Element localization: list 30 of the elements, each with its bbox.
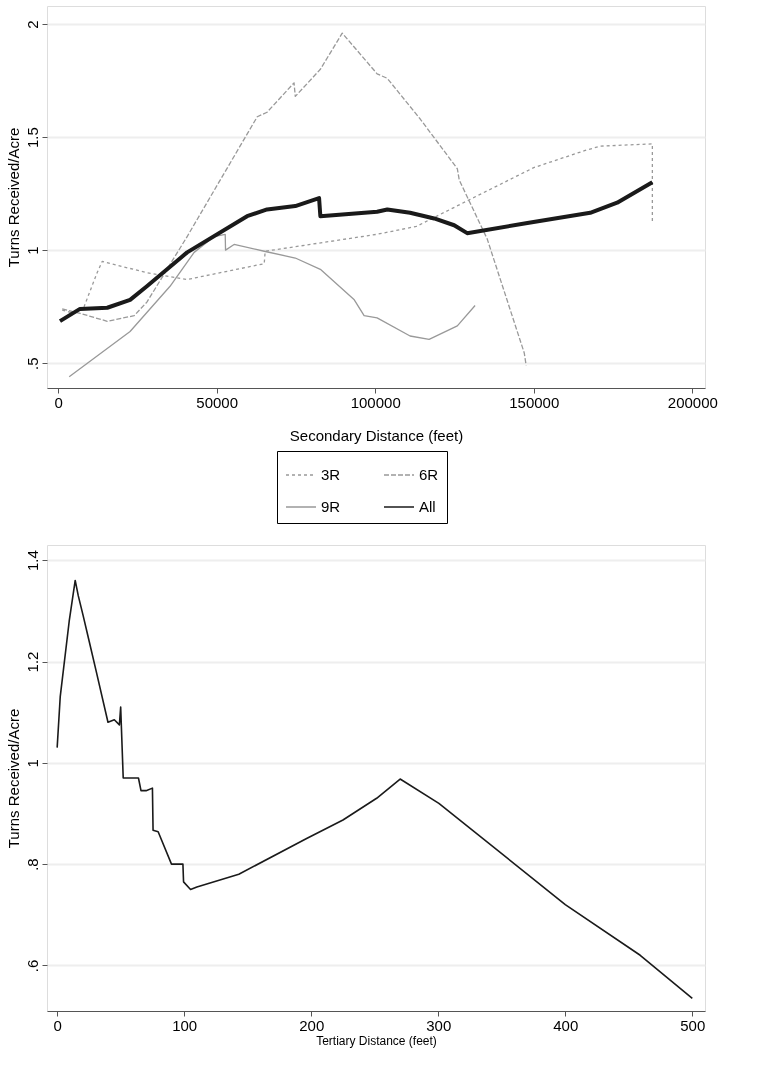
x-tick-label: 400: [553, 1016, 579, 1034]
legend-label: 3R: [321, 466, 341, 483]
line-series: [56, 579, 694, 1000]
y-axis-title: Turns Received/Acre: [4, 127, 22, 268]
y-tick-label: 1: [23, 759, 41, 768]
y-tick-label: 1: [23, 246, 41, 255]
x-tick-label: 0: [53, 1016, 62, 1034]
y-tick-label: .8: [23, 858, 41, 871]
y-axis-title: Turns Received/Acre: [4, 708, 22, 849]
x-tick-label: 200: [299, 1016, 325, 1034]
x-tick-label: 500: [680, 1016, 706, 1034]
legend-label: All: [419, 498, 436, 515]
x-axis-title: Secondary Distance (feet): [289, 426, 464, 444]
x-tick-label: 0: [54, 393, 63, 411]
x-tick-label: 200000: [667, 393, 718, 411]
x-tick-label: 100: [172, 1016, 198, 1034]
x-axis-title: Tertiary Distance (feet): [316, 1033, 437, 1048]
x-tick-label: 50000: [196, 393, 239, 411]
legend-label: 9R: [321, 498, 341, 515]
y-tick-label: 1.2: [23, 651, 41, 673]
x-tick-label: 100000: [350, 393, 401, 411]
y-tick-label: 1.4: [23, 550, 41, 572]
line-series: [58, 180, 655, 324]
y-tick-label: 1.5: [23, 127, 41, 149]
legend-label: 6R: [419, 466, 439, 483]
y-tick-label: 2: [23, 20, 41, 29]
y-tick-label: .6: [23, 959, 41, 973]
x-tick-label: 150000: [509, 393, 560, 411]
y-tick-label: .5: [23, 357, 41, 370]
x-tick-label: 300: [426, 1016, 452, 1034]
